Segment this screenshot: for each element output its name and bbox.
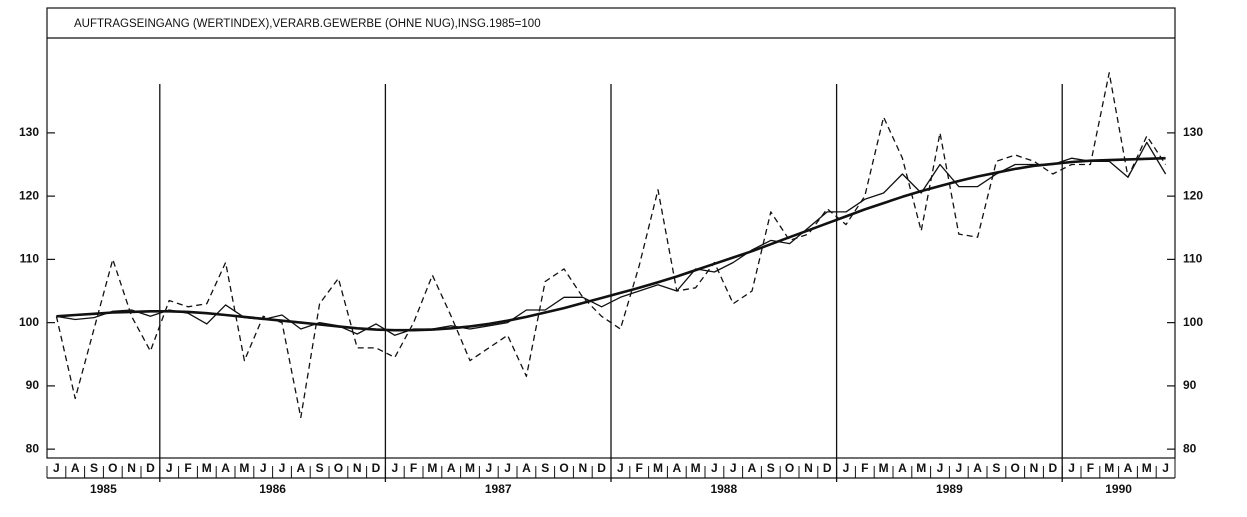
x-tick-label: M [202,461,212,475]
x-tick-label: D [146,461,155,475]
x-tick-label: J [485,461,492,475]
chart-title: AUFTRAGSEINGANG (WERTINDEX),VERARB.GEWER… [74,18,541,30]
x-tick-label: S [541,461,549,475]
series-line [56,156,1166,332]
x-tick-label: J [955,461,962,475]
x-tick-label: M [465,461,475,475]
year-label: 1988 [710,482,737,496]
x-tick-label: A [672,461,681,475]
x-tick-label: N [353,461,362,475]
x-tick-label: A [296,461,305,475]
x-tick-label: F [410,461,417,475]
x-tick-label: D [1048,461,1057,475]
x-tick-label: O [559,461,568,475]
x-tick-label: D [372,461,381,475]
x-tick-label: A [898,461,907,475]
x-tick-label: A [447,461,456,475]
x-tick-label: S [90,461,98,475]
x-tick-label: J [260,461,267,475]
x-tick-label: J [504,461,511,475]
y-tick-label: 80 [26,441,40,455]
y-tick-label: 120 [19,188,39,202]
x-tick-label: M [1142,461,1152,475]
y-tick-label: 90 [26,378,40,392]
x-tick-label: J [279,461,286,475]
year-label: 1987 [485,482,512,496]
x-tick-label: A [522,461,531,475]
y-tick-label-right: 110 [1183,252,1203,266]
x-tick-label: M [691,461,701,475]
x-tick-label: S [767,461,775,475]
y-tick-label: 100 [19,315,39,329]
x-tick-label: J [1068,461,1075,475]
x-tick-label: O [108,461,117,475]
y-tick-label: 130 [19,125,39,139]
x-tick-label: A [748,461,757,475]
x-tick-label: J [166,461,173,475]
x-tick-label: M [916,461,926,475]
x-tick-label: A [973,461,982,475]
y-tick-label-right: 90 [1183,378,1197,392]
x-tick-label: J [937,461,944,475]
y-tick-label-right: 130 [1183,125,1203,139]
year-label: 1989 [936,482,963,496]
x-tick-label: A [221,461,230,475]
x-tick-label: S [992,461,1000,475]
x-tick-label: A [71,461,80,475]
x-tick-label: F [1087,461,1094,475]
x-tick-label: N [127,461,136,475]
x-tick-label: M [653,461,663,475]
x-tick-label: J [730,461,737,475]
x-tick-label: O [785,461,794,475]
x-tick-label: O [1011,461,1020,475]
year-label: 1986 [259,482,286,496]
y-tick-label-right: 80 [1183,441,1197,455]
x-tick-label: J [1162,461,1169,475]
x-tick-label: M [879,461,889,475]
x-tick-label: M [1104,461,1114,475]
series-line [55,72,1167,419]
x-tick-label: J [843,461,850,475]
y-tick-label-right: 120 [1183,188,1203,202]
x-tick-label: N [1030,461,1039,475]
x-tick-label: N [804,461,813,475]
x-tick-label: F [636,461,643,475]
x-tick-label: D [823,461,832,475]
x-tick-label: M [239,461,249,475]
x-tick-label: N [578,461,587,475]
x-tick-label: F [184,461,191,475]
x-tick-label: J [617,461,624,475]
x-tick-label: O [334,461,343,475]
y-tick-label-right: 100 [1183,315,1203,329]
x-tick-label: M [427,461,437,475]
x-tick-label: J [711,461,718,475]
x-tick-label: D [597,461,606,475]
x-tick-label: A [1124,461,1133,475]
year-label: 1990 [1105,482,1132,496]
year-label: 1985 [90,482,117,496]
y-tick-label: 110 [20,252,40,266]
x-tick-label: F [861,461,868,475]
x-tick-label: J [53,461,60,475]
x-tick-label: J [391,461,398,475]
x-tick-label: S [316,461,324,475]
